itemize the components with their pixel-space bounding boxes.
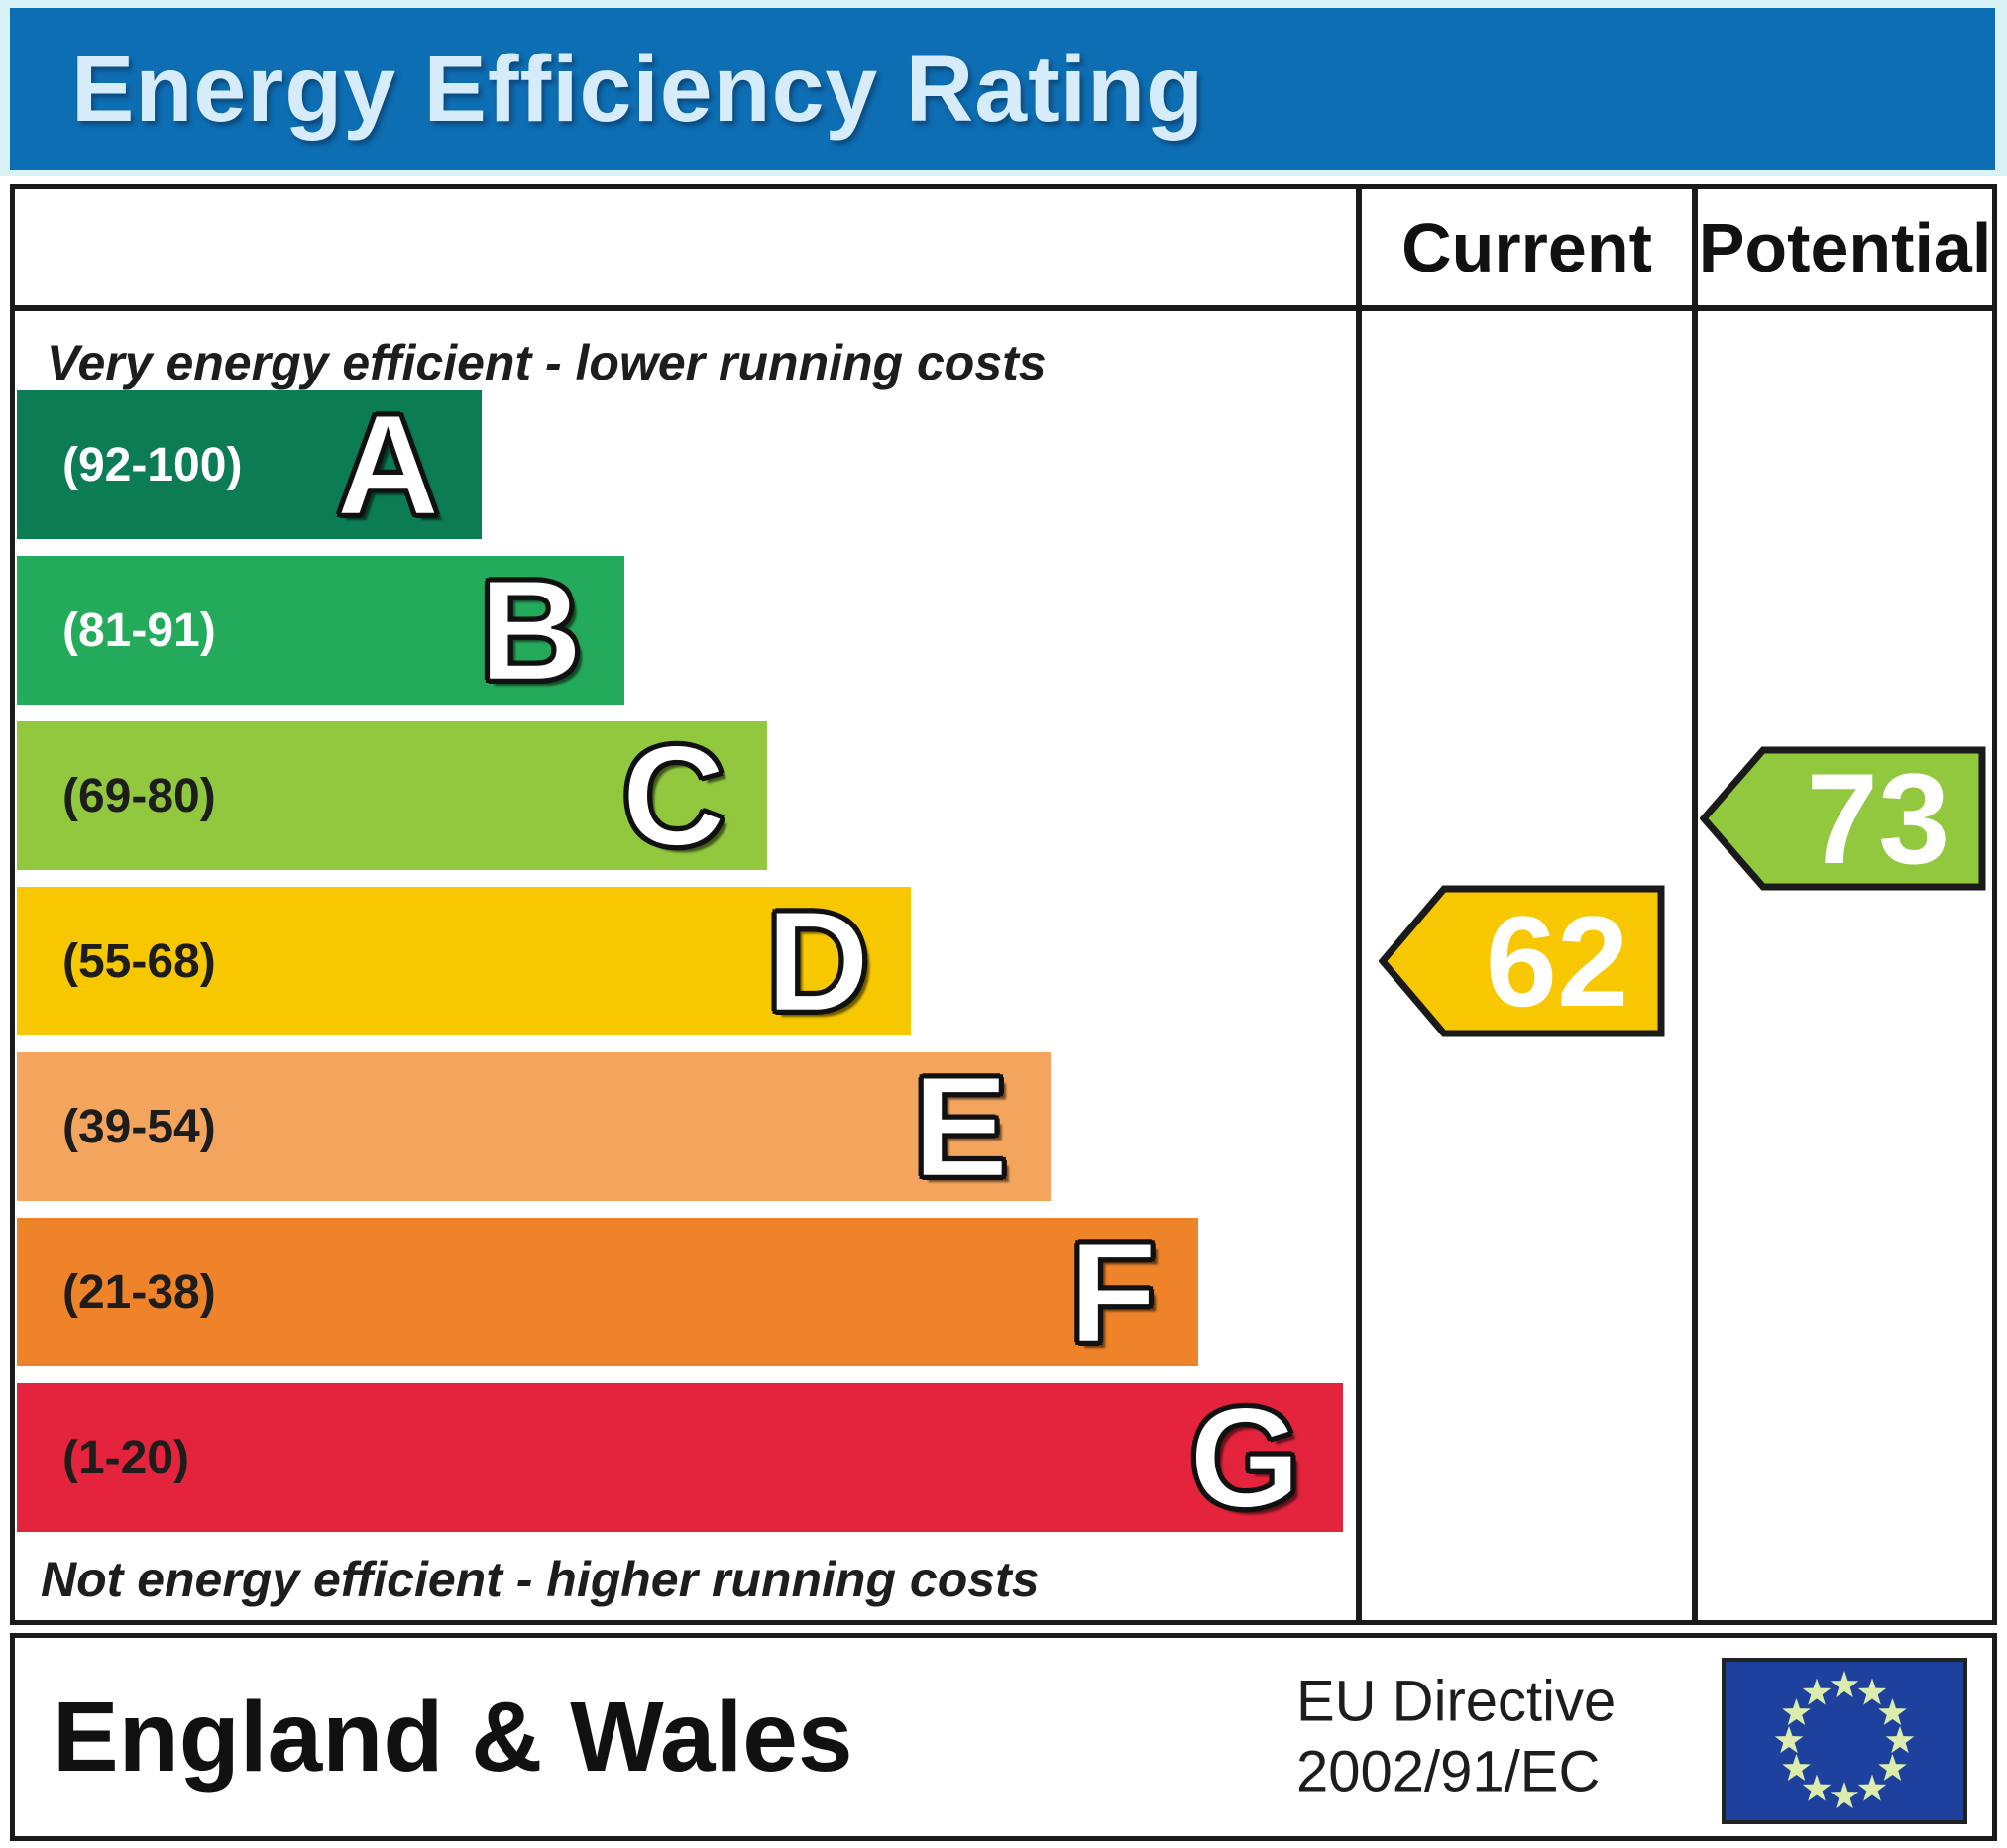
- eu-star-icon: [1782, 1754, 1811, 1782]
- eu-star-icon: [1878, 1698, 1907, 1726]
- footer: England & Wales EU Directive 2002/91/EC: [10, 1633, 1997, 1841]
- region-label: England & Wales: [53, 1681, 853, 1793]
- eu-star-icon: [1802, 1774, 1832, 1801]
- banner-frame: Energy Efficiency Rating: [0, 0, 2007, 176]
- band-range-label: (39-54): [62, 1100, 216, 1153]
- band-letter: B: [478, 550, 584, 710]
- potential-column-divider: [1692, 189, 1698, 1620]
- band-row-e: (39-54) E: [17, 1046, 1352, 1207]
- band-row-d: (55-68) D: [17, 881, 1352, 1041]
- potential-rating-value: 73: [1807, 746, 1951, 891]
- eu-star-icon: [1885, 1726, 1915, 1754]
- eu-directive-text: EU Directive 2002/91/EC: [1296, 1667, 1616, 1807]
- band-row-a: (92-100) A: [17, 384, 1352, 545]
- band-letter: F: [1067, 1212, 1158, 1372]
- band-range-label: (81-91): [62, 603, 216, 657]
- eu-star-icon: [1782, 1698, 1811, 1726]
- eu-star-icon: [1802, 1678, 1832, 1705]
- top-note: Very energy efficient - lower running co…: [47, 335, 1047, 390]
- page-title: Energy Efficiency Rating: [71, 36, 1205, 142]
- band-range-label: (21-38): [62, 1265, 216, 1319]
- eu-flag-icon: [1722, 1658, 1967, 1824]
- potential-rating-arrow: 73: [1700, 746, 1986, 891]
- eu-directive-line1: EU Directive: [1296, 1669, 1617, 1734]
- band-row-c: (69-80) C: [17, 715, 1352, 876]
- band-bar-f: (21-38) F: [17, 1212, 1199, 1372]
- banner: Energy Efficiency Rating: [10, 8, 1995, 170]
- eu-star-icon: [1857, 1678, 1887, 1705]
- eu-star-icon: [1878, 1754, 1907, 1782]
- band-letter: D: [765, 881, 871, 1041]
- current-column-header: Current: [1401, 208, 1652, 286]
- potential-column-header: Potential: [1698, 208, 1992, 286]
- eu-directive-line2: 2002/91/EC: [1296, 1739, 1601, 1803]
- band-range-label: (1-20): [62, 1431, 190, 1484]
- band-row-b: (81-91) B: [17, 550, 1352, 710]
- table-header-row: Current Potential: [15, 189, 1992, 311]
- current-column-divider: [1356, 189, 1362, 1620]
- band-row-g: (1-20) G: [17, 1377, 1352, 1538]
- band-list: (92-100) A (81-91) B (69-80) C (55-68) D (39…: [17, 384, 1352, 1549]
- band-range-label: (55-68): [62, 934, 216, 988]
- current-rating-arrow: 62: [1379, 885, 1665, 1037]
- eu-flag-stars: [1774, 1671, 1915, 1809]
- band-bar-g: (1-20) G: [17, 1377, 1343, 1538]
- current-rating-value: 62: [1486, 889, 1629, 1033]
- eu-star-icon: [1830, 1782, 1859, 1809]
- band-bar-a: (92-100) A: [17, 384, 482, 545]
- eu-star-icon: [1774, 1726, 1804, 1754]
- band-row-f: (21-38) F: [17, 1212, 1352, 1372]
- band-bar-e: (39-54) E: [17, 1046, 1051, 1207]
- potential-arrow-shape: [1700, 746, 1986, 891]
- band-bar-b: (81-91) B: [17, 550, 624, 710]
- current-arrow-shape: [1379, 885, 1665, 1037]
- band-bar-d: (55-68) D: [17, 881, 912, 1041]
- rating-table: Current Potential Very energy efficient …: [10, 184, 1997, 1625]
- eu-star-icon: [1830, 1671, 1859, 1698]
- band-letter: G: [1188, 1377, 1302, 1538]
- band-range-label: (69-80): [62, 769, 216, 822]
- band-bar-c: (69-80) C: [17, 715, 767, 876]
- eu-star-icon: [1857, 1774, 1887, 1801]
- bottom-note: Not energy efficient - higher running co…: [41, 1552, 1040, 1607]
- band-letter: E: [912, 1046, 1010, 1207]
- band-letter: C: [620, 715, 726, 876]
- band-range-label: (92-100): [62, 438, 243, 491]
- band-letter: A: [335, 384, 441, 545]
